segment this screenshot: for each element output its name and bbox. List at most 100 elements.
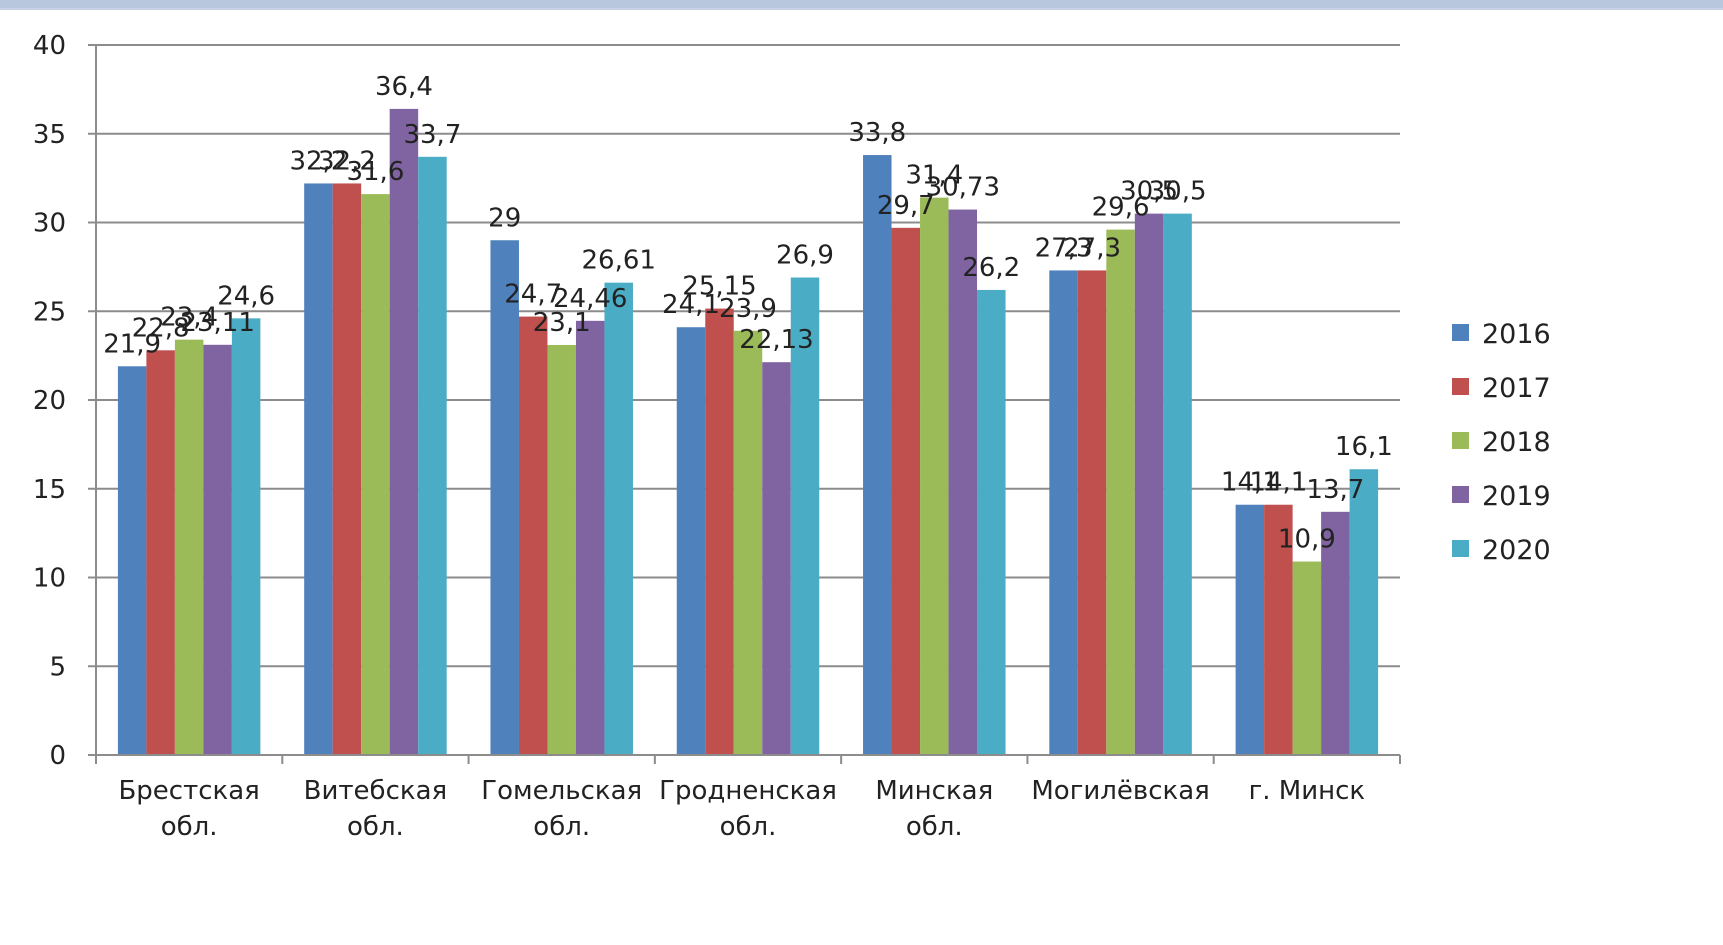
y-tick-label: 25 [33, 297, 66, 327]
legend-swatch-2019 [1452, 486, 1469, 503]
legend: 2016 2017 2018 2019 2020 [1452, 319, 1551, 566]
bar-2017 [705, 308, 734, 755]
data-label: 13,7 [1306, 475, 1364, 505]
data-label: 26,9 [776, 241, 834, 271]
bar-2019 [1134, 213, 1164, 755]
bar-2016 [490, 240, 519, 755]
data-label: 30,73 [926, 173, 1000, 203]
data-label: 30,5 [1149, 177, 1207, 207]
bar-2019 [203, 344, 232, 755]
x-category-label: Могилёвская [1031, 776, 1209, 806]
bar-2016 [863, 155, 892, 756]
legend-swatch-2016 [1452, 324, 1469, 341]
data-label: 23,1 [533, 308, 591, 338]
x-category-label: обл. [906, 812, 963, 842]
data-label: 26,2 [962, 253, 1020, 283]
bar-2017 [1264, 504, 1293, 755]
bar-2020 [1163, 213, 1192, 755]
bar-2017 [146, 350, 175, 755]
legend-swatch-2017 [1452, 378, 1469, 395]
data-label: 27,3 [1035, 233, 1093, 263]
bar-2020 [1349, 469, 1379, 755]
data-label: 36,4 [375, 72, 433, 102]
data-label: 29 [488, 203, 521, 233]
data-label: 29,6 [1092, 193, 1150, 223]
data-label: 29,7 [877, 191, 935, 221]
x-category-label: Гомельская [481, 776, 642, 806]
x-category-label: Гродненская [659, 776, 837, 806]
data-label: 26,61 [581, 246, 655, 276]
x-category-label: Витебская [304, 776, 447, 806]
bar-2020 [977, 289, 1006, 755]
x-category-label: обл. [533, 812, 590, 842]
legend-label: 2018 [1482, 427, 1551, 458]
data-label: 23,9 [719, 294, 777, 324]
bar-2019 [762, 362, 791, 755]
y-tick-label: 40 [33, 31, 66, 61]
data-label: 16,1 [1335, 432, 1393, 462]
x-category-label: обл. [161, 812, 218, 842]
x-category-label: обл. [720, 812, 777, 842]
bar-2016 [1049, 270, 1078, 755]
data-label: 23,11 [180, 308, 254, 338]
data-label: 24,46 [553, 284, 627, 314]
y-tick-label: 5 [49, 652, 66, 682]
legend-label: 2017 [1482, 373, 1551, 404]
y-tick-label: 0 [49, 741, 66, 771]
bar-2019 [948, 209, 978, 756]
data-label: 22,8 [132, 313, 190, 343]
bar-2017 [891, 227, 921, 755]
x-category-label: Минская [875, 776, 993, 806]
bar-2019 [389, 108, 419, 755]
axes [88, 44, 1401, 764]
bar-2020 [231, 318, 261, 755]
data-label: 30,5 [1120, 177, 1178, 207]
bar-2018 [1292, 561, 1322, 755]
data-label: 21,9 [103, 329, 161, 359]
y-tick-label: 15 [33, 475, 66, 505]
x-axis-category-labels: Брестская обл. Витебская обл. Гомельская обл.… [118, 776, 1365, 842]
bar-2016 [304, 183, 333, 755]
data-label: 33,8 [848, 118, 906, 148]
data-label: 25,15 [682, 272, 756, 302]
bar-2016 [676, 327, 706, 755]
y-axis-tick-labels: 0 5 10 15 20 25 30 35 40 [33, 31, 66, 771]
data-label: 23,4 [160, 303, 218, 333]
bar-2017 [518, 316, 548, 755]
bar-2017 [1077, 270, 1107, 755]
bar-2020 [604, 282, 633, 755]
data-label: 31,4 [905, 161, 963, 191]
legend-label: 2019 [1482, 481, 1551, 512]
data-label: 32,2 [318, 146, 376, 176]
bar-2019 [575, 320, 605, 755]
x-category-label: г. Минск [1249, 776, 1366, 806]
bar-2018 [174, 339, 204, 755]
y-tick-label: 20 [33, 386, 66, 416]
bar-2017 [332, 183, 362, 755]
bar-2018 [361, 194, 390, 756]
data-label: 14,1 [1221, 468, 1279, 498]
data-label: 22,13 [739, 325, 813, 355]
data-label: 24,1 [662, 290, 720, 320]
data-label: 32,2 [289, 146, 347, 176]
bar-2020 [418, 156, 447, 755]
bar-2018 [920, 197, 949, 755]
data-label: 10,9 [1278, 525, 1336, 555]
legend-label: 2016 [1482, 319, 1551, 350]
y-tick-label: 35 [33, 120, 66, 150]
data-label: 14,1 [1249, 468, 1307, 498]
data-label: 33,7 [403, 120, 461, 150]
y-tick-label: 30 [33, 209, 66, 239]
data-label: 27,3 [1063, 233, 1121, 263]
data-label: 31,6 [346, 157, 404, 187]
data-label: 24,7 [504, 280, 562, 310]
bars [117, 108, 1379, 756]
data-label: 24,6 [217, 281, 275, 311]
bar-2016 [117, 366, 147, 755]
x-category-label: Брестская [118, 776, 259, 806]
chart-frame: 0 5 10 15 20 25 30 35 40 Брестская обл. Витебская о… [0, 8, 1723, 945]
x-category-label: обл. [347, 812, 404, 842]
y-tick-label: 10 [33, 564, 66, 594]
bar-chart: 0 5 10 15 20 25 30 35 40 Брестская обл. Витебская о… [33, 31, 1551, 842]
